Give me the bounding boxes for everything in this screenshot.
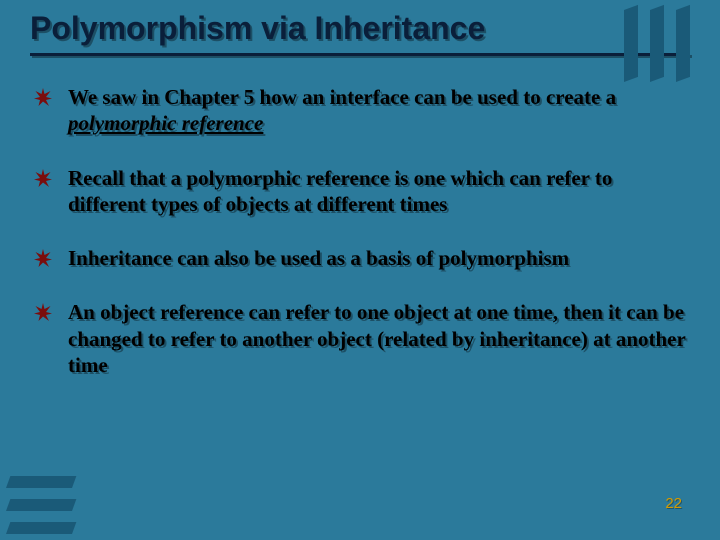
starburst-icon [34,303,52,321]
starburst-icon [34,88,52,106]
bullet-list: We saw in Chapter 5 how an interface can… [30,84,690,378]
bullet-pre: An object reference can refer to one obj… [68,300,685,377]
bullet-pre: Inheritance can also be used as a basis … [68,246,569,270]
bullet-emph: polymorphic reference [68,111,263,135]
page-number: 22 [665,495,682,512]
starburst-icon [34,169,52,187]
starburst-icon [34,249,52,267]
decor-bars-top [624,10,690,82]
decor-bar [6,476,76,488]
list-item: Inheritance can also be used as a basis … [34,245,690,271]
decor-bar [624,5,638,82]
bullet-text: Recall that a polymorphic reference is o… [68,165,690,218]
decor-bar [6,499,76,511]
bullet-text: An object reference can refer to one obj… [68,299,690,378]
decor-bar [6,522,76,534]
decor-bars-bottom [6,476,72,534]
decor-bar [676,5,690,82]
decor-bar [650,5,664,82]
slide: Polymorphism via Inheritance We saw in C… [0,0,720,540]
bullet-text: We saw in Chapter 5 how an interface can… [68,84,690,137]
slide-title: Polymorphism via Inheritance [30,10,690,53]
list-item: Recall that a polymorphic reference is o… [34,165,690,218]
bullet-pre: Recall that a polymorphic reference is o… [68,166,612,216]
bullet-pre: We saw in Chapter 5 how an interface can… [68,85,616,109]
title-underline [30,53,690,56]
bullet-text: Inheritance can also be used as a basis … [68,245,690,271]
list-item: We saw in Chapter 5 how an interface can… [34,84,690,137]
list-item: An object reference can refer to one obj… [34,299,690,378]
